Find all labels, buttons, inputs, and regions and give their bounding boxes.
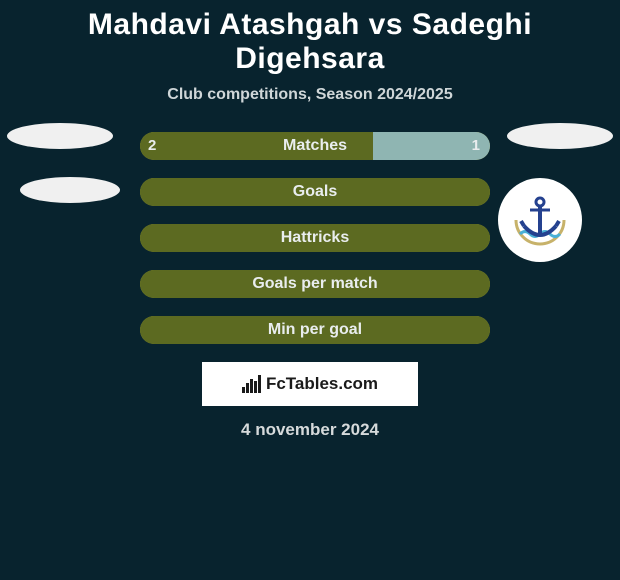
bar-left-fill	[140, 132, 373, 160]
bar-track	[140, 316, 490, 344]
bar-left-fill	[140, 178, 490, 206]
comparison-card: Mahdavi Atashgah vs Sadeghi Digehsara Cl…	[0, 0, 620, 580]
bar-track	[140, 270, 490, 298]
snapshot-date: 4 november 2024	[0, 420, 620, 440]
stat-row: Min per goal	[0, 316, 620, 344]
brand-box[interactable]: FcTables.com	[202, 362, 418, 406]
bar-track	[140, 132, 490, 160]
stat-row: Goals per match	[0, 270, 620, 298]
bar-track	[140, 178, 490, 206]
page-title: Mahdavi Atashgah vs Sadeghi Digehsara	[0, 0, 620, 76]
bar-left-fill	[140, 316, 490, 344]
stat-row: Hattricks	[0, 224, 620, 252]
brand-bars-icon	[242, 375, 262, 393]
bar-left-fill	[140, 270, 490, 298]
stat-row: Goals	[0, 178, 620, 206]
bar-left-fill	[140, 224, 490, 252]
subtitle: Club competitions, Season 2024/2025	[0, 86, 620, 104]
stat-value-right: 1	[472, 132, 480, 160]
comparison-bars: Matches21GoalsHattricksGoals per matchMi…	[0, 132, 620, 344]
stat-value-left: 2	[148, 132, 156, 160]
brand-text: FcTables.com	[266, 374, 378, 394]
bar-track	[140, 224, 490, 252]
stat-row: Matches21	[0, 132, 620, 160]
